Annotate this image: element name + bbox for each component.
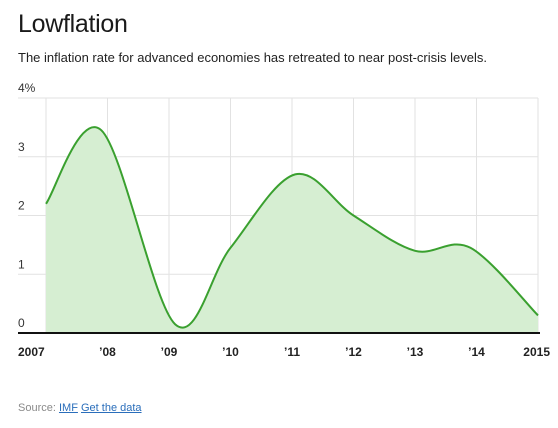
source-label: Source: bbox=[18, 402, 56, 414]
x-tick-label: ’09 bbox=[161, 345, 178, 359]
x-tick-label: ’10 bbox=[222, 345, 239, 359]
x-tick-label: ’12 bbox=[345, 345, 362, 359]
x-tick-labels: 2007 ’08 ’09 ’10 ’11 ’12 ’13 ’14 2015 bbox=[18, 345, 550, 359]
y-tick-label: 2 bbox=[18, 199, 25, 213]
y-tick-label: 0 bbox=[18, 316, 25, 330]
x-tick-label: ’08 bbox=[99, 345, 116, 359]
chart-subtitle: The inflation rate for advanced economie… bbox=[18, 50, 487, 65]
x-tick-label: ’11 bbox=[284, 345, 300, 359]
area-chart: 4% 3 2 1 0 2007 ’08 ’09 ’10 ’11 ’12 ’13 ’14 2015 bbox=[18, 81, 550, 359]
inflation-series-line bbox=[45, 126, 539, 329]
inflation-area-fill bbox=[46, 127, 538, 334]
chart-title: Lowflation bbox=[18, 10, 128, 38]
x-tick-label: ’14 bbox=[468, 345, 485, 359]
source-link-imf[interactable]: IMF bbox=[58, 402, 78, 414]
get-the-data-link[interactable]: Get the data bbox=[81, 402, 142, 414]
y-tick-labels: 4% 3 2 1 0 bbox=[18, 81, 36, 330]
y-tick-label: 3 bbox=[18, 140, 25, 154]
y-tick-label: 1 bbox=[18, 257, 25, 271]
source-footer: Source: IMF Get the data bbox=[18, 402, 142, 414]
y-tick-label: 4% bbox=[18, 81, 36, 95]
x-tick-label: 2015 bbox=[523, 345, 550, 359]
x-tick-label: ’13 bbox=[407, 345, 424, 359]
x-tick-label: 2007 bbox=[18, 345, 45, 359]
